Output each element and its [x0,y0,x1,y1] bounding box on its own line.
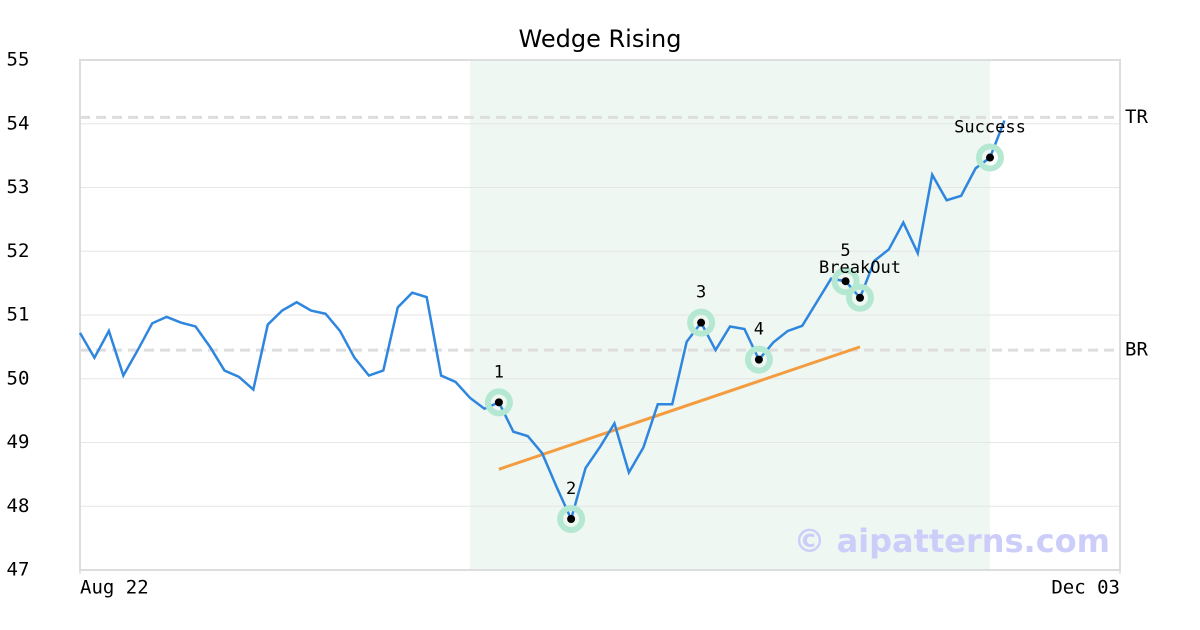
x-tick-label: Aug 22 [80,577,149,599]
marker-ring [557,505,586,533]
y-tick-label: 51 [7,304,30,326]
marker-label: 5 [840,241,850,261]
y-tick-label: 53 [7,176,30,198]
marker-dot [856,293,864,302]
marker-ring [831,267,860,296]
marker-ring [687,308,716,337]
marker-label: 3 [696,283,706,303]
marker-dot [697,318,706,327]
level-label: TR [1125,106,1148,128]
y-tick-label: 48 [7,495,30,517]
chart-title: Wedge Rising [519,25,682,53]
marker-ring [744,345,773,374]
y-tick-label: 52 [7,240,30,262]
marker-label: 4 [754,320,764,340]
watermark: © aipatterns.com [793,522,1110,560]
marker-ring [976,143,1004,172]
marker-dot [754,355,763,364]
marker-label: Success [954,118,1026,138]
marker-label: 2 [566,479,576,499]
marker-dot [986,153,994,162]
level-label: BR [1125,339,1148,361]
x-tick-label: Dec 03 [1051,577,1120,599]
marker-dot [841,277,850,286]
marker-ring [846,283,874,312]
marker-ring [484,388,513,417]
price-line [78,120,1006,523]
y-tick-label: 47 [7,559,30,581]
y-tick-label: 54 [7,112,30,134]
marker-label: 1 [494,362,504,382]
y-tick-label: 49 [7,431,30,453]
marker-label: BreakOut [819,258,901,278]
plot-frame [79,59,1121,571]
y-tick-label: 55 [7,49,30,71]
y-tick-label: 50 [7,367,30,389]
marker-dot [494,398,503,407]
trendline [498,345,861,471]
marker-dot [567,515,576,523]
